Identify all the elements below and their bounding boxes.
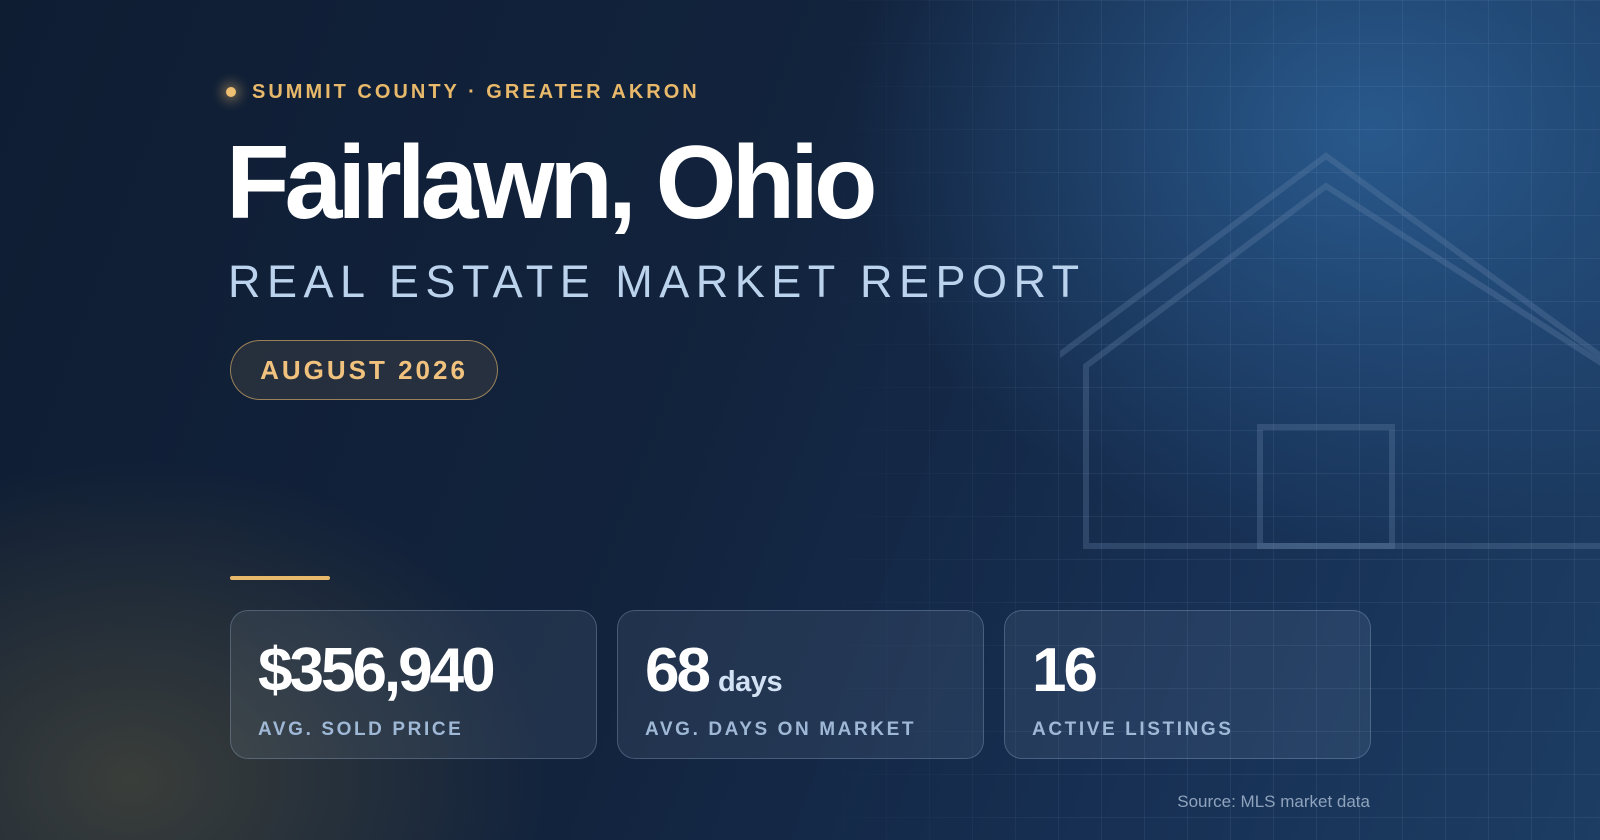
stat-label: AVG. DAYS ON MARKET xyxy=(645,719,917,740)
stat-unit: days xyxy=(717,666,783,698)
stat-label: ACTIVE LISTINGS xyxy=(1032,719,1234,740)
stat-card-avg-sold-price: $356,940 AVG. SOLD PRICE xyxy=(230,610,597,759)
period-badge: AUGUST 2026 xyxy=(230,340,498,400)
page-title: Fairlawn, Ohio xyxy=(226,125,878,241)
house-outline-icon xyxy=(1060,152,1600,549)
stat-value-row: $356,940 xyxy=(258,639,569,703)
stat-value: 68 xyxy=(645,636,711,705)
stat-card-avg-days-on-market: 68 days AVG. DAYS ON MARKET xyxy=(617,610,984,759)
eyebrow: SUMMIT COUNTY · GREATER AKRON xyxy=(226,80,700,104)
stat-label: AVG. SOLD PRICE xyxy=(258,719,464,740)
period-text: AUGUST 2026 xyxy=(260,354,468,385)
dot-icon xyxy=(226,87,236,97)
stat-card-active-listings: 16 ACTIVE LISTINGS xyxy=(1004,610,1371,759)
stat-value-row: 16 xyxy=(1032,639,1343,703)
stats-cards: $356,940 AVG. SOLD PRICE 68 days AVG. DA… xyxy=(230,610,1371,759)
background-grid xyxy=(800,0,1600,840)
source-note: Source: MLS market data xyxy=(1177,792,1370,811)
eyebrow-text: SUMMIT COUNTY · GREATER AKRON xyxy=(252,80,700,103)
stat-value: $356,940 xyxy=(258,636,496,705)
stat-value-row: 68 days xyxy=(645,639,956,703)
stat-value: 16 xyxy=(1032,636,1098,705)
page-subtitle: REAL ESTATE MARKET REPORT xyxy=(228,256,1086,307)
accent-divider xyxy=(230,576,330,580)
